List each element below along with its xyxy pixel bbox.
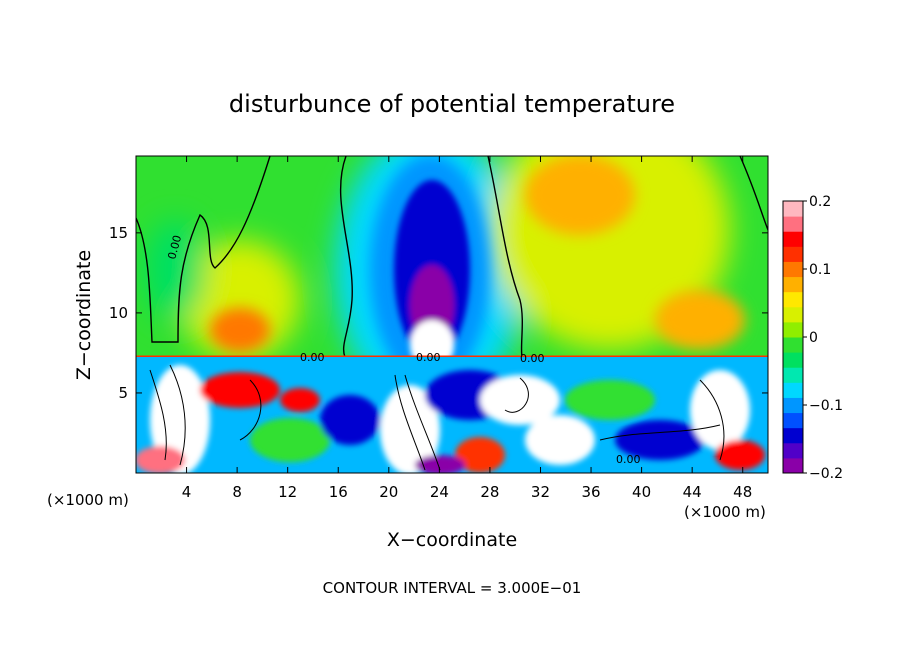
plot-area: 0.00 0.00 0.00 0.00 0.00 4 8 12 16 20 24 28 32 3… — [109, 155, 769, 501]
colorbar-band — [783, 352, 803, 368]
x-tick-label: 40 — [632, 483, 651, 501]
x-axis-label: X−coordinate — [387, 529, 517, 551]
colorbar-band — [783, 382, 803, 398]
positive-anomaly-west-core — [210, 308, 270, 352]
colorbar-band — [783, 321, 803, 338]
colorbar-tick-label: 0.2 — [809, 194, 831, 210]
x-tick-label: 28 — [480, 483, 499, 501]
colorbar-band — [783, 216, 803, 232]
colorbar-tick-label: 0 — [809, 330, 818, 346]
colorbar-band — [783, 412, 803, 429]
colorbar-band — [783, 246, 803, 262]
colorbar-tick-label: −0.1 — [809, 398, 843, 414]
zero-contour-center-right — [487, 156, 524, 357]
zero-contour-east — [739, 156, 768, 231]
x-tick-label: 44 — [683, 483, 702, 501]
colorbar-band — [783, 276, 803, 293]
colorbar-band — [783, 306, 803, 323]
contour-label: 0.00 — [165, 234, 184, 261]
x-unit-right: (×1000 m) — [684, 503, 766, 521]
white-cap — [410, 320, 454, 357]
y-axis-label: Z−coordinate — [73, 250, 95, 380]
colorbar-bands — [783, 201, 803, 474]
x-tick-label: 12 — [278, 483, 297, 501]
contour-labels: 0.00 0.00 0.00 0.00 0.00 — [165, 234, 640, 466]
x-tick-label: 4 — [182, 483, 192, 501]
colorbar-band — [783, 427, 803, 444]
colorbar: 0.2 0.1 0 −0.1 −0.2 — [782, 194, 843, 482]
y-tick-label: 5 — [118, 384, 128, 402]
colorbar-band — [783, 291, 803, 308]
x-unit-left: (×1000 m) — [47, 491, 129, 509]
x-tick-label: 36 — [581, 483, 600, 501]
lower-field — [136, 357, 768, 473]
positive-anomaly-west — [180, 240, 300, 357]
colorbar-band — [783, 201, 803, 217]
colorbar-tick-label: 0.1 — [809, 262, 831, 278]
colorbar-band — [783, 457, 803, 474]
zero-contour-west — [136, 156, 271, 343]
plot-frame — [135, 155, 769, 474]
positive-anomaly-east-core — [525, 156, 635, 235]
colorbar-band — [783, 442, 803, 459]
contour-label: 0.00 — [300, 351, 325, 364]
contour-label: 0.00 — [416, 351, 441, 364]
chart-title: disturbunce of potential temperature — [229, 90, 675, 118]
x-tick-label: 24 — [430, 483, 449, 501]
contour-interval-note: CONTOUR INTERVAL = 3.000E−01 — [323, 579, 582, 597]
zero-contour-center-left — [339, 156, 353, 357]
y-tick-label: 10 — [109, 304, 128, 322]
x-tick-label: 32 — [531, 483, 550, 501]
x-tick-label: 16 — [329, 483, 348, 501]
x-tick-label: 8 — [232, 483, 242, 501]
contour-label: 0.00 — [616, 453, 641, 466]
x-tick-label: 48 — [733, 483, 752, 501]
colorbar-band — [783, 261, 803, 278]
positive-anomaly-east-low — [655, 290, 745, 350]
x-tick-label: 20 — [379, 483, 398, 501]
colorbar-band — [783, 337, 803, 353]
y-tick-label: 15 — [109, 224, 128, 242]
colorbar-band — [783, 231, 803, 247]
colorbar-band — [783, 397, 803, 414]
positive-anomaly-farwest — [145, 220, 205, 320]
colorbar-band — [783, 367, 803, 383]
colorbar-ticks: 0.2 0.1 0 −0.1 −0.2 — [803, 194, 843, 482]
contour-label: 0.00 — [520, 352, 545, 365]
upper-field — [136, 156, 768, 357]
colorbar-tick-label: −0.2 — [809, 466, 843, 482]
